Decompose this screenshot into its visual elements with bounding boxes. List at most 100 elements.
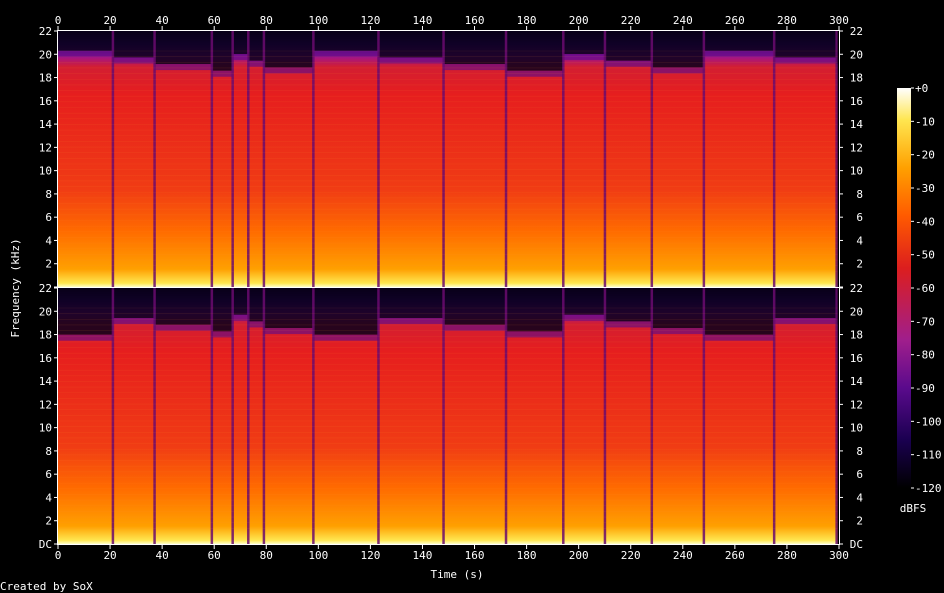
- cutoff-edge: [154, 64, 212, 71]
- x-tick-label-bottom: 160: [465, 549, 485, 562]
- y-tick-label-right: 14: [850, 118, 864, 131]
- cutoff-edge: [232, 314, 249, 321]
- cutoff-edge: [154, 324, 212, 331]
- y-tick-label-left: 20: [39, 48, 52, 61]
- panel-top: [58, 31, 839, 287]
- cutoff-edge: [651, 67, 704, 74]
- segment-boundary: [650, 31, 654, 287]
- x-tick-label-bottom: 40: [156, 549, 169, 562]
- segment-boundary: [262, 288, 266, 544]
- cutoff-edge: [313, 334, 379, 341]
- cutoff-edge: [563, 54, 605, 61]
- y-tick-label-left: 12: [39, 398, 52, 411]
- y-tick-label-left: 2: [45, 515, 52, 528]
- y-tick-label-right: 10: [850, 165, 863, 178]
- footer-credit: Created by SoX: [0, 580, 93, 593]
- cutoff-region: [604, 288, 652, 322]
- y-tick-label-right: 10: [850, 422, 863, 435]
- cutoff-region: [58, 288, 113, 335]
- x-tick-label-bottom: 240: [673, 549, 693, 562]
- x-tick-label-bottom: 280: [777, 549, 797, 562]
- cutoff-region: [651, 288, 704, 329]
- y-tick-label-left: 2: [45, 258, 52, 271]
- cutoff-edge: [263, 328, 314, 335]
- segment-boundary: [835, 31, 838, 287]
- y-tick-label-right: 14: [850, 375, 864, 388]
- colorbar-scale: [897, 88, 911, 488]
- segment-boundary: [377, 288, 380, 544]
- y-tick-label-right: 4: [856, 491, 863, 504]
- colorbar-tick-label: -110: [915, 449, 942, 462]
- x-axis-label: Time (s): [431, 568, 484, 581]
- y-tick-label-right: 18: [850, 72, 863, 85]
- segment-boundary: [111, 288, 115, 544]
- cutoff-region: [563, 31, 605, 55]
- y-tick-label-left: 6: [45, 211, 52, 224]
- colorbar-tick-label: -20: [915, 149, 935, 162]
- spectrum-fill: [58, 31, 839, 287]
- cutoff-region: [505, 31, 564, 71]
- segment-boundary: [377, 31, 380, 287]
- cutoff-region: [313, 288, 379, 335]
- cutoff-edge: [58, 50, 113, 57]
- cutoff-region: [505, 288, 564, 332]
- cutoff-edge: [248, 321, 264, 328]
- segment-boundary: [312, 31, 315, 287]
- segment-boundary: [312, 288, 315, 544]
- segment-boundary: [650, 288, 654, 544]
- segment-boundary: [702, 31, 706, 287]
- x-tick-label-top: 180: [517, 14, 537, 27]
- y-tick-label-left: 20: [39, 305, 52, 318]
- cutoff-region: [112, 31, 155, 58]
- cutoff-region: [263, 31, 314, 68]
- x-tick-label-top: 0: [55, 14, 62, 27]
- x-tick-label-top: 160: [465, 14, 485, 27]
- segment-boundary: [153, 31, 156, 287]
- spectrogram-panels: [58, 31, 839, 544]
- y-tick-label-left: DC: [39, 538, 52, 551]
- y-tick-label-left: 22: [39, 25, 52, 38]
- cutoff-region: [604, 31, 652, 61]
- panel-bottom: [58, 288, 839, 544]
- y-tick-label-left: 4: [45, 234, 52, 247]
- cutoff-region: [154, 288, 212, 325]
- x-tick-label-top: 140: [413, 14, 433, 27]
- x-tick-label-bottom: 140: [413, 549, 433, 562]
- y-tick-label-left: 16: [39, 95, 52, 108]
- cutoff-edge: [563, 314, 605, 321]
- cutoff-edge: [263, 67, 314, 74]
- y-tick-label-right: 6: [856, 468, 863, 481]
- segment-boundary: [603, 31, 607, 287]
- cutoff-region: [378, 31, 444, 58]
- x-tick-label-top: 100: [308, 14, 328, 27]
- axes: 0 0 20 20 40 40 60 60 80 80 100 100 120 120 140 140 160 1…: [39, 14, 864, 562]
- x-tick-label-bottom: 260: [725, 549, 745, 562]
- segment-boundary: [210, 31, 214, 287]
- colorbar: +0 -10 -20 -30 -40 -50 -60 -70 -80 -90 -100 -110 -12…: [897, 82, 942, 495]
- y-tick-label-right: 2: [856, 515, 863, 528]
- y-tick-label-right: 8: [856, 445, 863, 458]
- cutoff-edge: [505, 331, 564, 338]
- y-tick-label-right: 12: [850, 398, 863, 411]
- colorbar-tick-label: -80: [915, 349, 935, 362]
- post-audio-region: [837, 31, 839, 287]
- cutoff-region: [313, 31, 379, 51]
- segment-boundary: [231, 288, 234, 544]
- cutoff-region: [563, 288, 605, 315]
- x-tick-label-top: 240: [673, 14, 693, 27]
- segment-boundary: [247, 288, 250, 544]
- y-tick-label-left: 8: [45, 445, 52, 458]
- segment-boundary: [262, 31, 266, 287]
- cutoff-edge: [443, 324, 506, 331]
- cutoff-edge: [443, 64, 506, 71]
- segment-boundary: [504, 31, 508, 287]
- y-tick-label-right: 22: [850, 25, 863, 38]
- cutoff-region: [703, 288, 774, 335]
- cutoff-edge: [378, 57, 444, 64]
- cutoff-region: [378, 288, 444, 319]
- y-tick-label-right: DC: [850, 538, 863, 551]
- cutoff-region: [263, 288, 314, 329]
- y-tick-label-left: 10: [39, 165, 52, 178]
- cutoff-edge: [58, 334, 113, 341]
- x-tick-label-bottom: 300: [829, 549, 849, 562]
